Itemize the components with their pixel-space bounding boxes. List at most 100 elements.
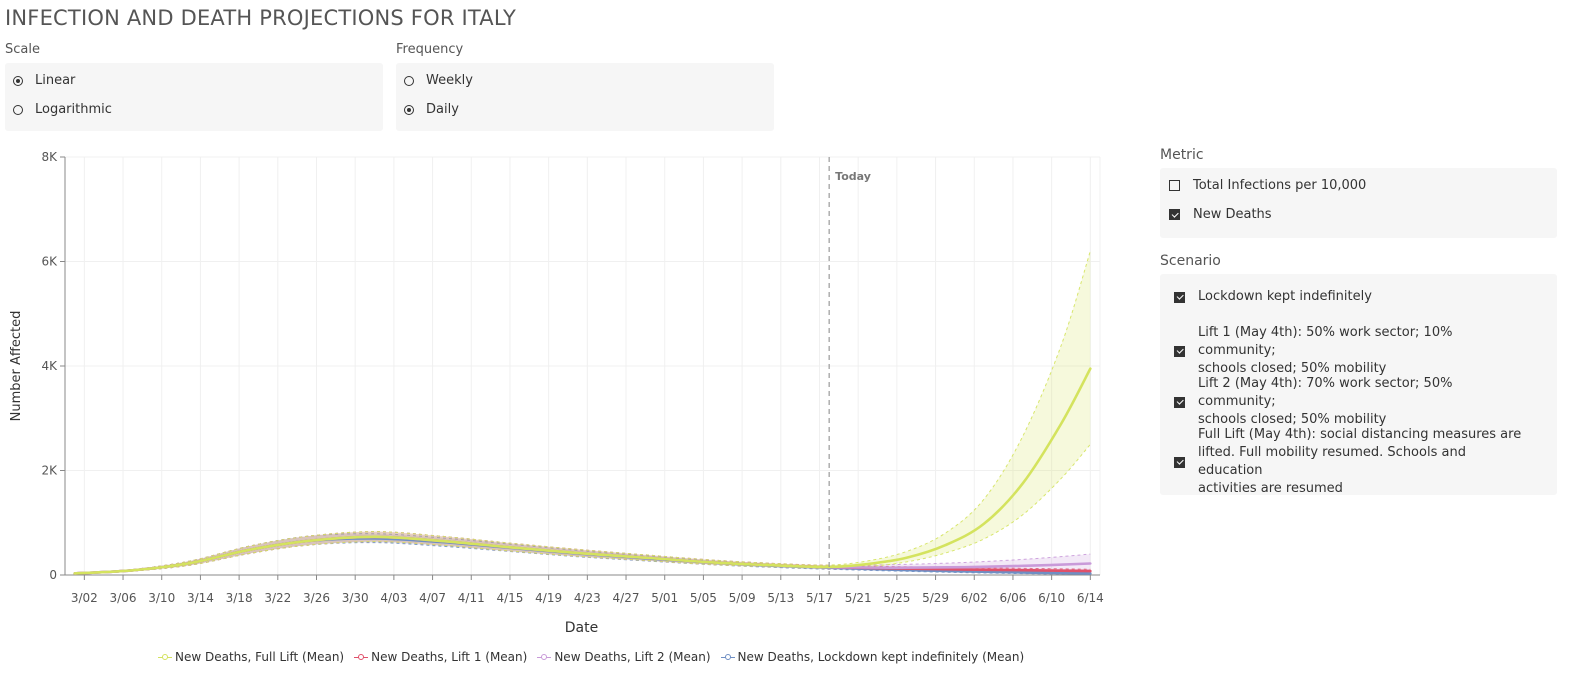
metric-label: Metric — [1160, 147, 1204, 163]
scale-option-label: Linear — [35, 73, 76, 88]
frequency-option-weekly[interactable]: Weekly — [404, 73, 473, 88]
x-tick-label: 5/01 — [651, 591, 678, 605]
y-tick-label: 2K — [41, 464, 58, 478]
frequency-option-label: Weekly — [426, 73, 473, 88]
x-tick-label: 3/14 — [187, 591, 214, 605]
x-tick-label: 3/30 — [342, 591, 369, 605]
frequency-option-daily[interactable]: Daily — [404, 102, 459, 117]
metric-option-label: Total Infections per 10,000 — [1193, 178, 1367, 193]
x-tick-label: 4/19 — [535, 591, 562, 605]
scenario-label-line: lifted. Full mobility resumed. Schools a… — [1198, 445, 1466, 478]
legend-item-lift-1[interactable]: New Deaths, Lift 1 (Mean) — [354, 650, 527, 664]
y-tick-label: 0 — [49, 568, 57, 582]
checkbox-checked-icon[interactable] — [1174, 345, 1185, 357]
metric-panel: Total Infections per 10,000 New Deaths — [1160, 168, 1557, 238]
scenario-label-line: activities are resumed — [1198, 481, 1343, 496]
frequency-panel: Weekly Daily — [396, 63, 774, 131]
scenario-panel — [1160, 274, 1557, 495]
scenario-option-label: Lift 1 (May 4th): 50% work sector; 10% c… — [1198, 324, 1534, 378]
legend-item-lockdown[interactable]: New Deaths, Lockdown kept indefinitely (… — [720, 650, 1025, 664]
x-tick-label: 3/06 — [110, 591, 137, 605]
scenario-label-line: Lockdown kept indefinitely — [1198, 289, 1372, 304]
x-tick-label: 3/26 — [303, 591, 330, 605]
scenario-option-lift-2[interactable]: Lift 2 (May 4th): 70% work sector; 50% c… — [1174, 375, 1534, 429]
y-axis-title: Number Affected — [9, 311, 24, 422]
scale-option-label: Logarithmic — [35, 102, 112, 117]
frequency-label: Frequency — [396, 42, 464, 57]
radio-selected-icon[interactable] — [404, 104, 414, 115]
scale-panel: Linear Logarithmic — [5, 63, 383, 131]
x-tick-label: 6/10 — [1038, 591, 1065, 605]
legend-marker-icon — [720, 652, 735, 662]
scenario-label-line: Full Lift (May 4th): social distancing m… — [1198, 427, 1522, 442]
band-upper-edge-lift2 — [74, 531, 1091, 574]
checkbox-checked-icon[interactable] — [1169, 209, 1180, 220]
scenario-label-line: schools closed; 50% mobility — [1198, 412, 1387, 427]
x-tick-label: 3/18 — [226, 591, 253, 605]
y-tick-label: 8K — [41, 150, 58, 164]
legend-marker-icon — [354, 652, 369, 662]
chart-legend: New Deaths, Full Lift (Mean) New Deaths,… — [158, 650, 1034, 664]
metric-option-label: New Deaths — [1193, 207, 1272, 222]
scenario-option-label: Lockdown kept indefinitely — [1198, 288, 1372, 306]
radio-unselected-icon[interactable] — [13, 104, 23, 115]
x-tick-label: 3/02 — [71, 591, 98, 605]
x-tick-label: 5/29 — [922, 591, 949, 605]
x-tick-label: 6/02 — [961, 591, 988, 605]
scenario-option-label: Full Lift (May 4th): social distancing m… — [1198, 426, 1534, 498]
scenario-label: Scenario — [1160, 253, 1221, 269]
confidence-band-full_lift — [74, 251, 1091, 574]
band-upper-edge-full_lift — [74, 250, 1091, 574]
x-tick-label: 5/09 — [729, 591, 756, 605]
scale-label: Scale — [5, 42, 40, 57]
x-tick-label: 5/13 — [767, 591, 794, 605]
x-tick-label: 4/11 — [458, 591, 485, 605]
metric-option-new-deaths[interactable]: New Deaths — [1169, 207, 1272, 222]
checkbox-checked-icon[interactable] — [1174, 291, 1185, 303]
x-tick-label: 3/22 — [264, 591, 291, 605]
x-tick-label: 6/06 — [999, 591, 1026, 605]
x-tick-label: 4/23 — [574, 591, 601, 605]
scenario-label-line: Lift 2 (May 4th): 70% work sector; 50% c… — [1198, 376, 1453, 409]
legend-label: New Deaths, Lockdown kept indefinitely (… — [737, 650, 1025, 664]
legend-label: New Deaths, Lift 1 (Mean) — [371, 650, 528, 664]
scenario-label-line: schools closed; 50% mobility — [1198, 361, 1387, 376]
checkbox-checked-icon[interactable] — [1174, 396, 1185, 408]
legend-item-lift-2[interactable]: New Deaths, Lift 2 (Mean) — [537, 650, 711, 664]
series-line-full_lift — [73, 367, 1092, 575]
scenario-label-line: Lift 1 (May 4th): 50% work sector; 10% c… — [1198, 325, 1453, 358]
x-axis-title: Date — [565, 620, 598, 636]
checkbox-unchecked-icon[interactable] — [1169, 180, 1180, 191]
scenario-option-lift-1[interactable]: Lift 1 (May 4th): 50% work sector; 10% c… — [1174, 324, 1534, 378]
radio-unselected-icon[interactable] — [404, 75, 414, 86]
metric-option-total-infections[interactable]: Total Infections per 10,000 — [1169, 178, 1366, 193]
legend-label: New Deaths, Lift 2 (Mean) — [554, 650, 711, 664]
projection-chart: 0 2K 4K 6K 8K 3/02 3/06 3/10 3/14 3/18 3/22 3/26 3/3… — [9, 150, 1104, 636]
x-tick-label: 4/07 — [419, 591, 446, 605]
radio-selected-icon[interactable] — [13, 75, 23, 86]
today-marker-label: Today — [835, 170, 871, 183]
y-tick-label: 4K — [41, 359, 58, 373]
x-tick-label: 6/14 — [1077, 591, 1104, 605]
legend-item-full-lift[interactable]: New Deaths, Full Lift (Mean) — [158, 650, 344, 664]
x-tick-label: 4/27 — [613, 591, 640, 605]
x-tick-label: 4/15 — [496, 591, 523, 605]
x-tick-label: 4/03 — [380, 591, 407, 605]
checkbox-checked-icon[interactable] — [1174, 456, 1185, 468]
y-tick-label: 6K — [41, 255, 58, 269]
x-tick-label: 5/05 — [690, 591, 717, 605]
x-tick-label: 3/10 — [148, 591, 175, 605]
x-tick-label: 5/17 — [806, 591, 833, 605]
x-tick-label: 5/21 — [845, 591, 872, 605]
legend-marker-icon — [537, 652, 552, 662]
page-title: INFECTION AND DEATH PROJECTIONS FOR ITAL… — [5, 6, 516, 30]
scenario-option-lockdown[interactable]: Lockdown kept indefinitely — [1174, 288, 1534, 306]
x-tick-label: 5/25 — [883, 591, 910, 605]
scale-option-logarithmic[interactable]: Logarithmic — [13, 102, 112, 117]
legend-label: New Deaths, Full Lift (Mean) — [175, 650, 345, 664]
scenario-option-full-lift[interactable]: Full Lift (May 4th): social distancing m… — [1174, 426, 1534, 498]
scale-option-linear[interactable]: Linear — [13, 73, 75, 88]
scenario-option-label: Lift 2 (May 4th): 70% work sector; 50% c… — [1198, 375, 1534, 429]
band-lower-edge-full_lift — [74, 444, 1091, 575]
frequency-option-label: Daily — [426, 102, 459, 117]
